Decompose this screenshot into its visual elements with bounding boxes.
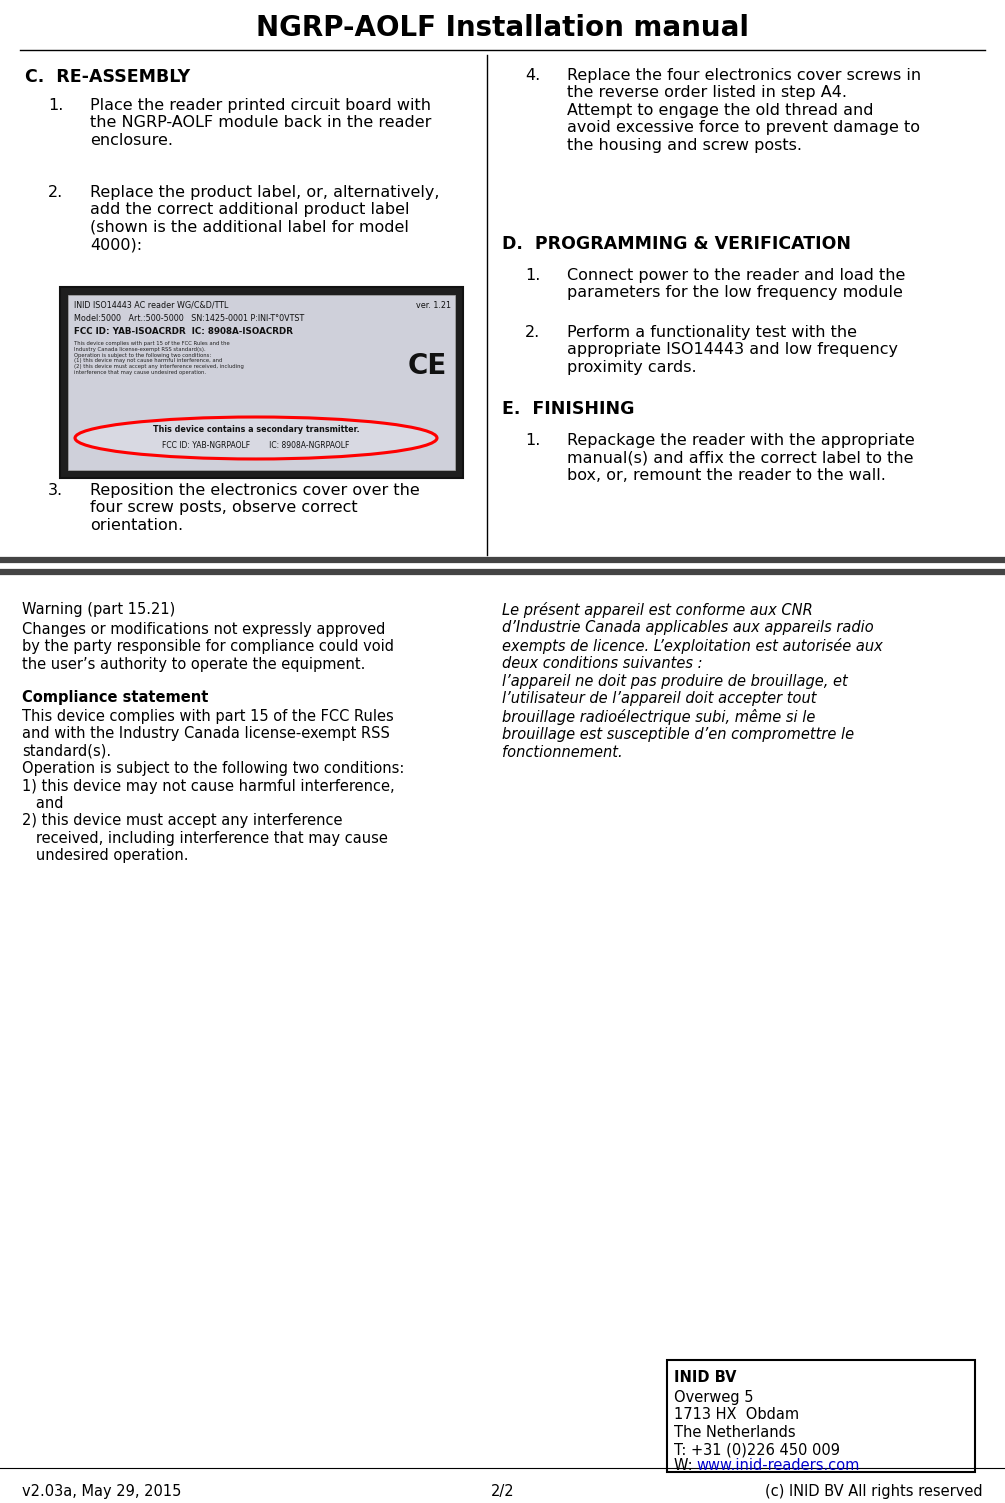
Text: Overweg 5
1713 HX  Obdam
The Netherlands
T: +31 (0)226 450 009: Overweg 5 1713 HX Obdam The Netherlands … [674,1390,840,1458]
FancyBboxPatch shape [68,295,455,470]
Text: This device contains a secondary transmitter.: This device contains a secondary transmi… [153,425,360,434]
Text: Model:5000   Art.:500-5000   SN:1425-0001 P:INI-T°0VTST: Model:5000 Art.:500-5000 SN:1425-0001 P:… [74,314,305,323]
Text: This device complies with part 15 of the FCC Rules
and with the Industry Canada : This device complies with part 15 of the… [22,709,404,863]
Text: 4.: 4. [525,68,541,83]
Text: 2.: 2. [48,185,63,200]
Text: 2.: 2. [525,325,541,340]
Text: Compliance statement: Compliance statement [22,690,208,705]
Text: Replace the four electronics cover screws in
the reverse order listed in step A4: Replace the four electronics cover screw… [567,68,922,153]
Text: Place the reader printed circuit board with
the NGRP-AOLF module back in the rea: Place the reader printed circuit board w… [90,98,431,147]
FancyBboxPatch shape [60,287,463,478]
Text: C.  RE-ASSEMBLY: C. RE-ASSEMBLY [25,68,190,86]
Text: Warning (part 15.21): Warning (part 15.21) [22,603,175,618]
Text: CE: CE [407,352,446,380]
Text: ver. 1.21: ver. 1.21 [416,301,451,310]
Text: INID BV: INID BV [674,1371,737,1384]
Ellipse shape [77,419,435,457]
Text: Repackage the reader with the appropriate
manual(s) and affix the correct label : Repackage the reader with the appropriat… [567,433,915,482]
Text: v2.03a, May 29, 2015: v2.03a, May 29, 2015 [22,1483,181,1498]
Text: This device complies with part 15 of the FCC Rules and the
Industry Canada licen: This device complies with part 15 of the… [74,341,244,376]
Text: Reposition the electronics cover over the
four screw posts, observe correct
orie: Reposition the electronics cover over th… [90,482,420,532]
Text: Changes or modifications not expressly approved
by the party responsible for com: Changes or modifications not expressly a… [22,622,394,672]
Text: (c) INID BV All rights reserved: (c) INID BV All rights reserved [766,1483,983,1498]
Text: 1.: 1. [48,98,63,113]
Text: 2/2: 2/2 [490,1483,515,1498]
Text: INID ISO14443 AC reader WG/C&D/TTL: INID ISO14443 AC reader WG/C&D/TTL [74,301,228,310]
Text: NGRP-AOLF Installation manual: NGRP-AOLF Installation manual [256,14,749,42]
Text: E.  FINISHING: E. FINISHING [502,400,634,418]
Text: Connect power to the reader and load the
parameters for the low frequency module: Connect power to the reader and load the… [567,268,906,301]
Text: Perform a functionality test with the
appropriate ISO14443 and low frequency
pro: Perform a functionality test with the ap… [567,325,898,374]
Text: 1.: 1. [525,433,541,448]
Text: 3.: 3. [48,482,63,497]
Text: Replace the product label, or, alternatively,
add the correct additional product: Replace the product label, or, alternati… [90,185,439,253]
Text: www.inid-readers.com: www.inid-readers.com [696,1458,859,1473]
Text: D.  PROGRAMMING & VERIFICATION: D. PROGRAMMING & VERIFICATION [502,234,851,253]
Text: Le présent appareil est conforme aux CNR
d’Industrie Canada applicables aux appa: Le présent appareil est conforme aux CNR… [502,603,882,759]
Text: FCC ID: YAB-NGRPAOLF        IC: 8908A-NGRPAOLF: FCC ID: YAB-NGRPAOLF IC: 8908A-NGRPAOLF [163,442,350,451]
Text: 1.: 1. [525,268,541,283]
FancyBboxPatch shape [667,1360,975,1471]
Text: FCC ID: YAB-ISOACRDR  IC: 8908A-ISOACRDR: FCC ID: YAB-ISOACRDR IC: 8908A-ISOACRDR [74,328,293,337]
Text: W:: W: [674,1458,697,1473]
